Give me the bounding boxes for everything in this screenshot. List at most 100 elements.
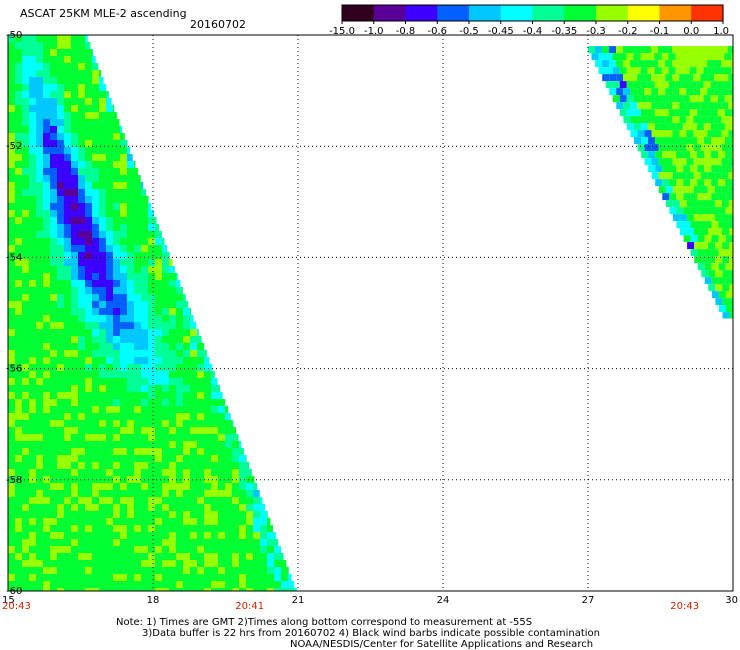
- swath-cell: [57, 448, 64, 455]
- swath-cell: [211, 504, 218, 511]
- swath-cell: [113, 147, 120, 154]
- swath-cell: [15, 336, 22, 343]
- swath-cell: [728, 74, 733, 82]
- swath-cell: [141, 385, 148, 392]
- swath-cell: [106, 91, 109, 98]
- swath-cell: [29, 259, 36, 266]
- swath-cell: [29, 238, 36, 245]
- swath-cell: [15, 427, 22, 434]
- swath-cell: [127, 350, 134, 357]
- swath-cell: [169, 252, 170, 259]
- swath-cell: [127, 245, 134, 252]
- swath-cell: [623, 116, 631, 124]
- swath-cell: [246, 581, 253, 588]
- swath-cell: [120, 441, 127, 448]
- swath-cell: [260, 588, 267, 591]
- swath-cell: [99, 140, 106, 147]
- swath-cell: [36, 532, 43, 539]
- swath-cell: [8, 539, 15, 546]
- swath-cell: [50, 147, 57, 154]
- swath-cell: [22, 371, 29, 378]
- swath-cell: [99, 133, 106, 140]
- swath-cell: [50, 322, 57, 329]
- swath-east: [588, 46, 733, 319]
- swath-cell: [683, 137, 690, 145]
- swath-cell: [57, 147, 64, 154]
- swath-cell: [127, 532, 134, 539]
- swath-cell: [64, 308, 71, 315]
- swath-cell: [29, 546, 36, 553]
- x-tick-label: 24: [437, 595, 450, 606]
- swath-cell: [92, 497, 99, 504]
- swath-cell: [78, 84, 85, 91]
- swath-cell: [113, 518, 120, 525]
- swath-cell: [176, 343, 183, 350]
- swath-cell: [267, 532, 274, 539]
- swath-cell: [64, 560, 71, 567]
- swath-cell: [15, 112, 22, 119]
- swath-cell: [162, 357, 169, 364]
- colorbar-segment: [373, 5, 407, 21]
- swath-cell: [148, 476, 155, 483]
- swath-cell: [36, 420, 43, 427]
- swath-cell: [696, 53, 704, 61]
- swath-cell: [43, 553, 50, 560]
- swath-cell: [78, 182, 85, 189]
- swath-cell: [141, 308, 148, 315]
- swath-cell: [686, 186, 694, 194]
- swath-cell: [232, 574, 239, 581]
- swath-cell: [43, 161, 50, 168]
- swath-cell: [8, 196, 15, 203]
- swath-cell: [183, 581, 190, 588]
- swath-cell: [15, 546, 22, 553]
- swath-cell: [85, 49, 92, 56]
- swath-cell: [78, 406, 85, 413]
- swath-cell: [57, 539, 64, 546]
- swath-cell: [665, 60, 673, 68]
- swath-cell: [15, 224, 22, 231]
- swath-cell: [113, 182, 120, 189]
- swath-cell: [176, 336, 183, 343]
- swath-cell: [106, 133, 113, 140]
- swath-cell: [99, 455, 106, 462]
- swath-cell: [626, 53, 634, 61]
- swath-cell: [15, 392, 22, 399]
- swath-cell: [57, 245, 64, 252]
- swath-cell: [29, 84, 36, 91]
- swath-cell: [15, 42, 22, 49]
- swath-cell: [43, 119, 50, 126]
- swath-cell: [36, 553, 43, 560]
- swath-cell: [99, 154, 106, 161]
- swath-cell: [36, 91, 43, 98]
- swath-cell: [204, 483, 211, 490]
- swath-cell: [715, 284, 723, 292]
- note-line-3: NOAA/NESDIS/Center for Satellite Applica…: [290, 639, 593, 650]
- swath-cell: [127, 448, 134, 455]
- swath-cell: [176, 567, 183, 574]
- swath-cell: [169, 588, 176, 591]
- swath-cell: [190, 427, 197, 434]
- swath-cell: [197, 511, 204, 518]
- x-tick-label: 30: [725, 595, 738, 606]
- swath-cell: [120, 294, 127, 301]
- swath-cell: [141, 182, 144, 189]
- swath-cell: [78, 140, 85, 147]
- swath-cell: [36, 126, 43, 133]
- swath-cell: [654, 109, 662, 117]
- swath-cell: [78, 476, 85, 483]
- swath-cell: [239, 532, 246, 539]
- swath-cell: [672, 172, 680, 180]
- swath-cell: [50, 539, 57, 546]
- swath-cell: [71, 231, 78, 238]
- swath-cell: [92, 189, 99, 196]
- swath-cell: [717, 123, 725, 131]
- swath-cell: [633, 95, 641, 103]
- swath-cell: [218, 406, 225, 413]
- swath-cell: [239, 497, 246, 504]
- swath-cell: [176, 455, 183, 462]
- swath-cell: [728, 200, 733, 208]
- swath-cell: [134, 364, 141, 371]
- swath-cell: [57, 63, 64, 70]
- swath-cell: [50, 161, 57, 168]
- swath-cell: [36, 217, 43, 224]
